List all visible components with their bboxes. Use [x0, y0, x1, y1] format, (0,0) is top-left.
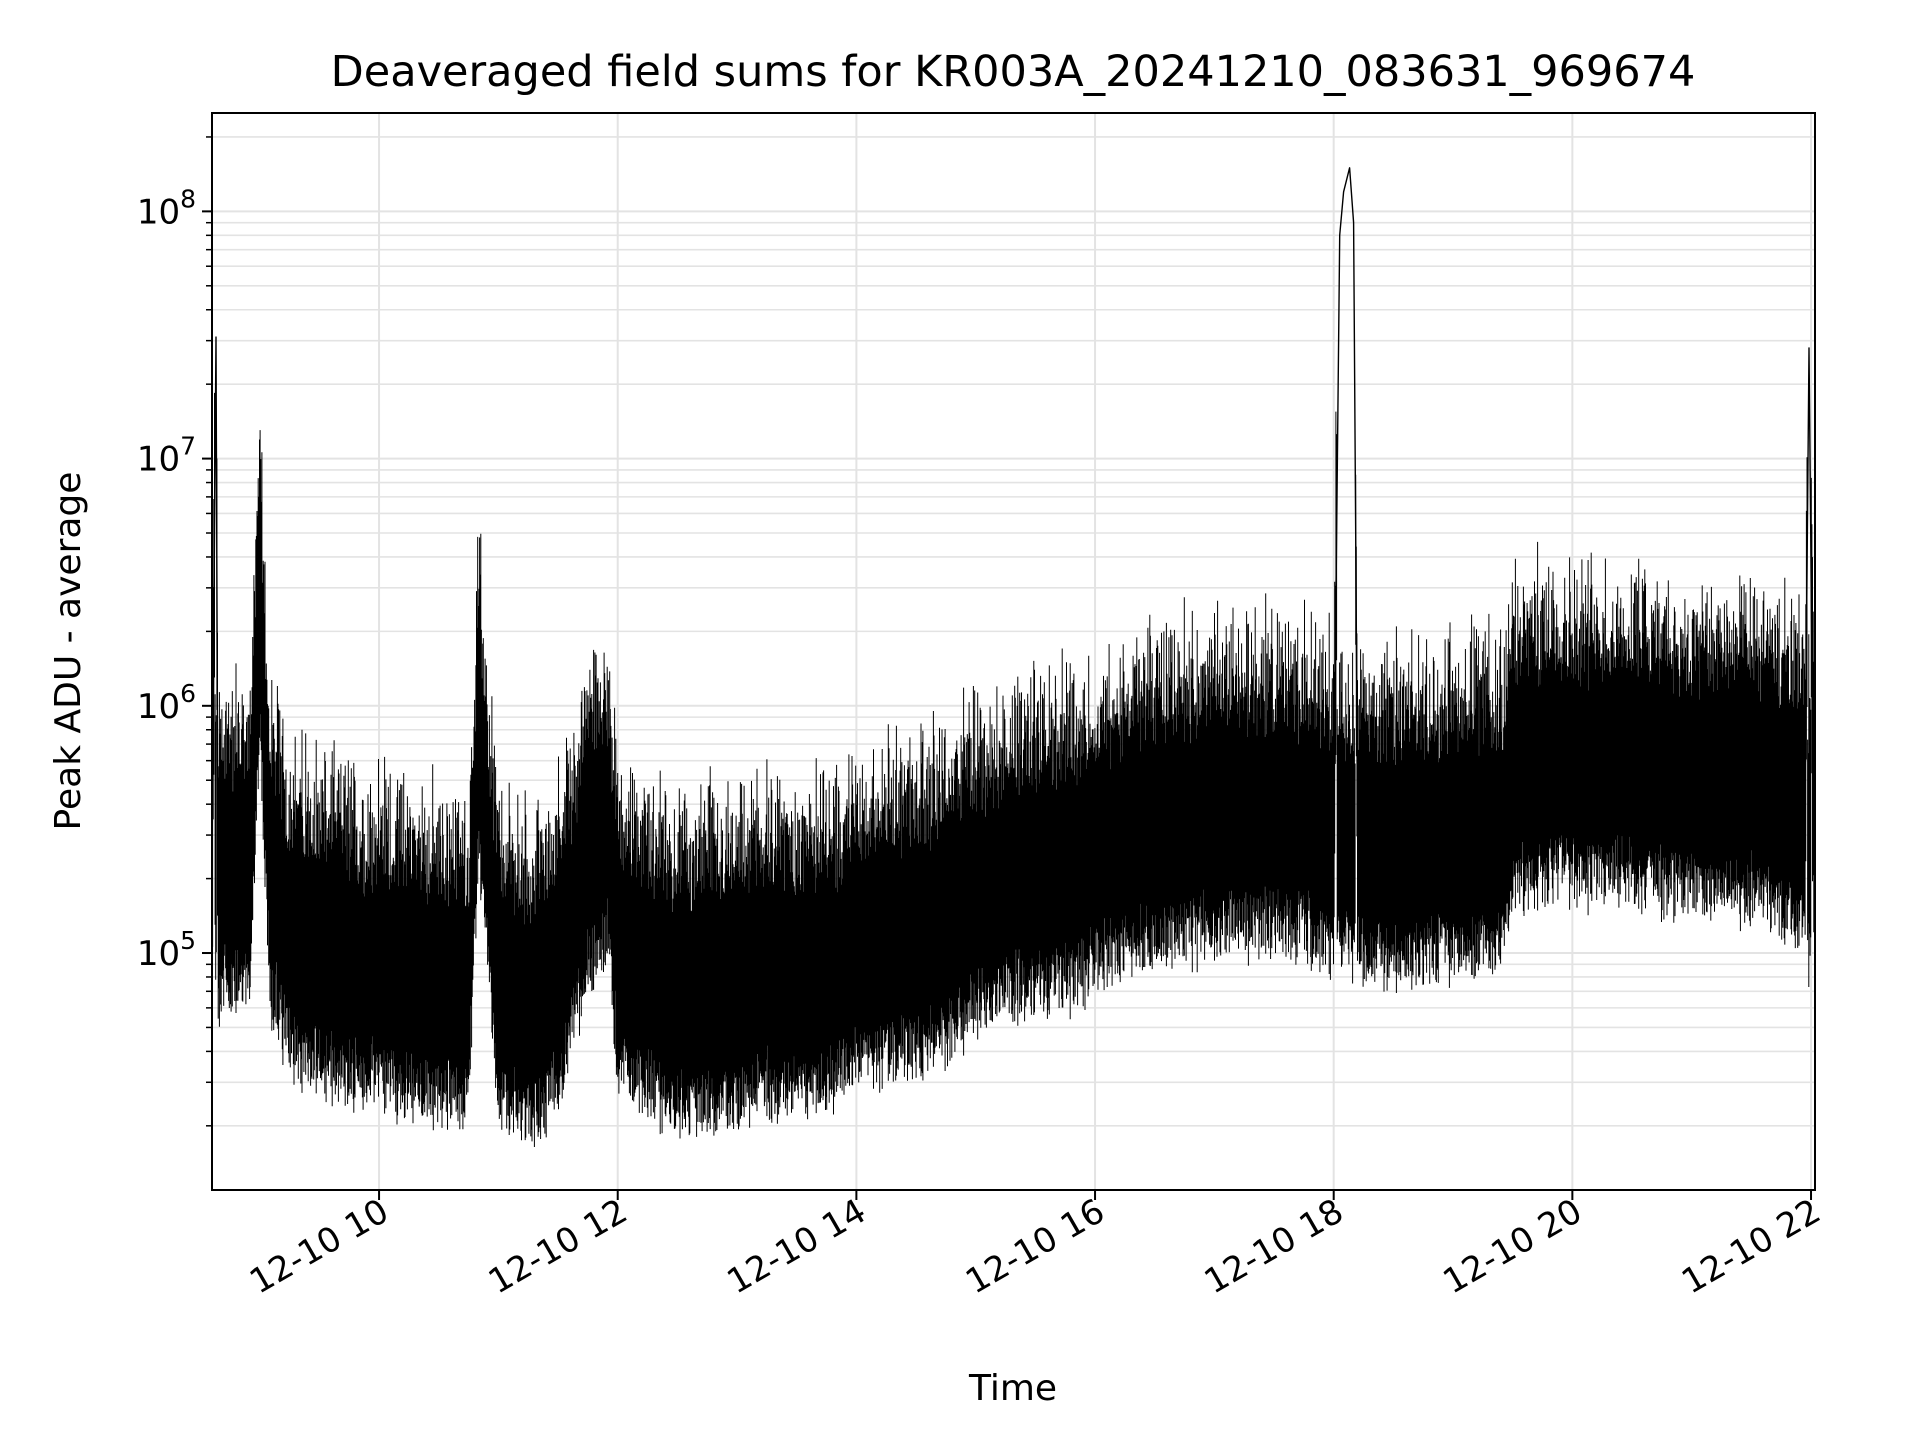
y-tick-label: 108: [137, 184, 196, 232]
y-tick-label: 106: [137, 679, 196, 727]
x-axis-label: Time: [968, 1368, 1057, 1409]
y-tick-label: 105: [137, 926, 196, 974]
y-axis-label: Peak ADU - average: [48, 472, 89, 831]
y-tick-label: 107: [137, 432, 196, 480]
plot-frame: [211, 112, 1816, 1191]
chart-title: Deaveraged field sums for KR003A_2024121…: [331, 47, 1696, 97]
